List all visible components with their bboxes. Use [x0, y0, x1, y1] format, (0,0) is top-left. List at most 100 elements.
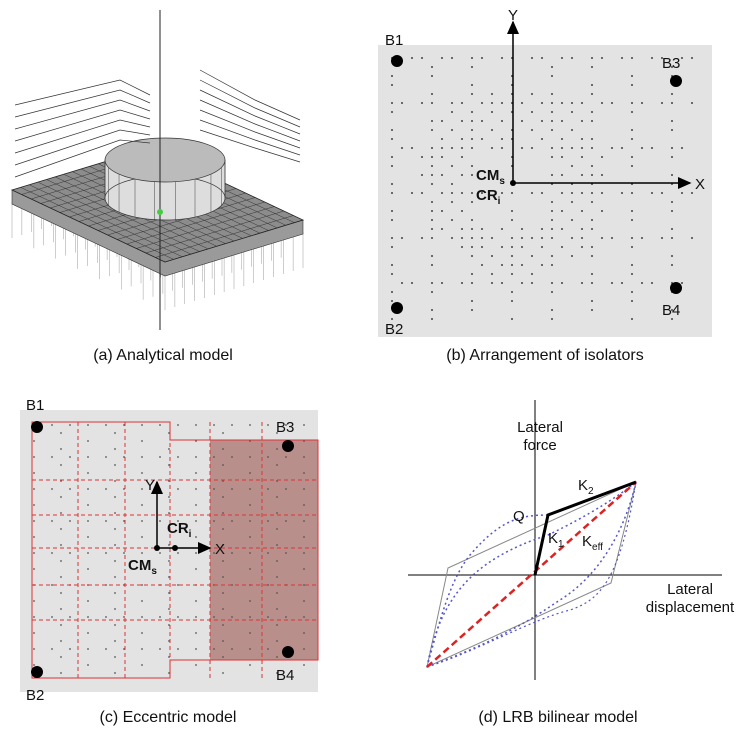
frame	[200, 90, 300, 134]
isolator	[591, 93, 593, 95]
isolator	[33, 472, 35, 474]
isolator	[601, 237, 603, 239]
isolator	[631, 291, 633, 293]
isolator	[213, 648, 215, 650]
isolator	[521, 102, 523, 104]
isolator	[60, 448, 62, 450]
isolator	[691, 102, 693, 104]
isolator	[511, 273, 513, 275]
isolator	[581, 228, 583, 230]
isolator	[303, 632, 305, 634]
origin	[172, 545, 178, 551]
isolator	[87, 504, 89, 506]
isolator	[60, 528, 62, 530]
isolator	[501, 147, 503, 149]
isolator	[114, 624, 116, 626]
isolator	[591, 138, 593, 140]
isolator	[471, 273, 473, 275]
isolator	[631, 318, 633, 320]
isolator	[471, 111, 473, 113]
isolator	[541, 237, 543, 239]
isolator	[591, 246, 593, 248]
isolator	[141, 440, 143, 442]
isolator	[276, 448, 278, 450]
isolator	[451, 165, 453, 167]
frame	[15, 100, 150, 129]
bearing-label: B3	[662, 55, 680, 72]
isolator	[591, 282, 593, 284]
isolator	[501, 264, 503, 266]
isolator	[671, 201, 673, 203]
isolator	[521, 282, 523, 284]
isolator	[421, 237, 423, 239]
bearing-label: B3	[276, 419, 294, 436]
isolator	[651, 147, 653, 149]
isolator	[431, 291, 433, 293]
isolator	[213, 616, 215, 618]
axis-label: X	[215, 541, 225, 558]
isolator	[421, 192, 423, 194]
isolator	[431, 201, 433, 203]
isolator	[114, 608, 116, 610]
isolator	[249, 600, 251, 602]
analytical-model	[12, 10, 303, 330]
isolator	[141, 648, 143, 650]
isolator	[177, 648, 179, 650]
bearing	[391, 302, 403, 314]
isolator	[249, 648, 251, 650]
isolator	[511, 219, 513, 221]
isolator	[267, 456, 269, 458]
eccentric-zone	[210, 440, 318, 660]
isolator	[60, 672, 62, 674]
isolator	[551, 255, 553, 257]
isolator	[87, 648, 89, 650]
isolator	[195, 536, 197, 538]
k2-label: K2	[578, 477, 594, 497]
isolator	[431, 264, 433, 266]
isolator	[276, 496, 278, 498]
isolator	[114, 528, 116, 530]
isolator	[114, 464, 116, 466]
isolator	[461, 246, 463, 248]
isolator	[33, 440, 35, 442]
isolator	[551, 201, 553, 203]
frame	[200, 80, 300, 127]
isolator	[431, 147, 433, 149]
isolator	[481, 138, 483, 140]
isolator	[591, 174, 593, 176]
isolator	[671, 147, 673, 149]
frame	[200, 110, 300, 148]
isolator	[159, 648, 161, 650]
isolator	[105, 520, 107, 522]
isolator	[651, 57, 653, 59]
isolator	[491, 147, 493, 149]
isolator	[491, 129, 493, 131]
isolator	[267, 648, 269, 650]
isolator	[591, 120, 593, 122]
isolator	[571, 219, 573, 221]
isolator	[51, 424, 53, 426]
isolator	[631, 210, 633, 212]
isolator	[551, 174, 553, 176]
isolator	[581, 282, 583, 284]
isolator	[411, 147, 413, 149]
isolator	[195, 472, 197, 474]
isolator	[501, 138, 503, 140]
isolator	[601, 102, 603, 104]
isolator	[581, 138, 583, 140]
isolator	[391, 318, 393, 320]
isolator	[491, 273, 493, 275]
isolator	[671, 264, 673, 266]
isolator	[69, 424, 71, 426]
isolator	[551, 219, 553, 221]
isolator	[60, 592, 62, 594]
isolator	[461, 147, 463, 149]
isolator	[431, 318, 433, 320]
isolator	[471, 282, 473, 284]
isolator	[391, 75, 393, 77]
isolator	[581, 210, 583, 212]
isolator	[141, 520, 143, 522]
bearing-label: B2	[385, 321, 403, 338]
isolator	[581, 147, 583, 149]
isolator	[631, 237, 633, 239]
